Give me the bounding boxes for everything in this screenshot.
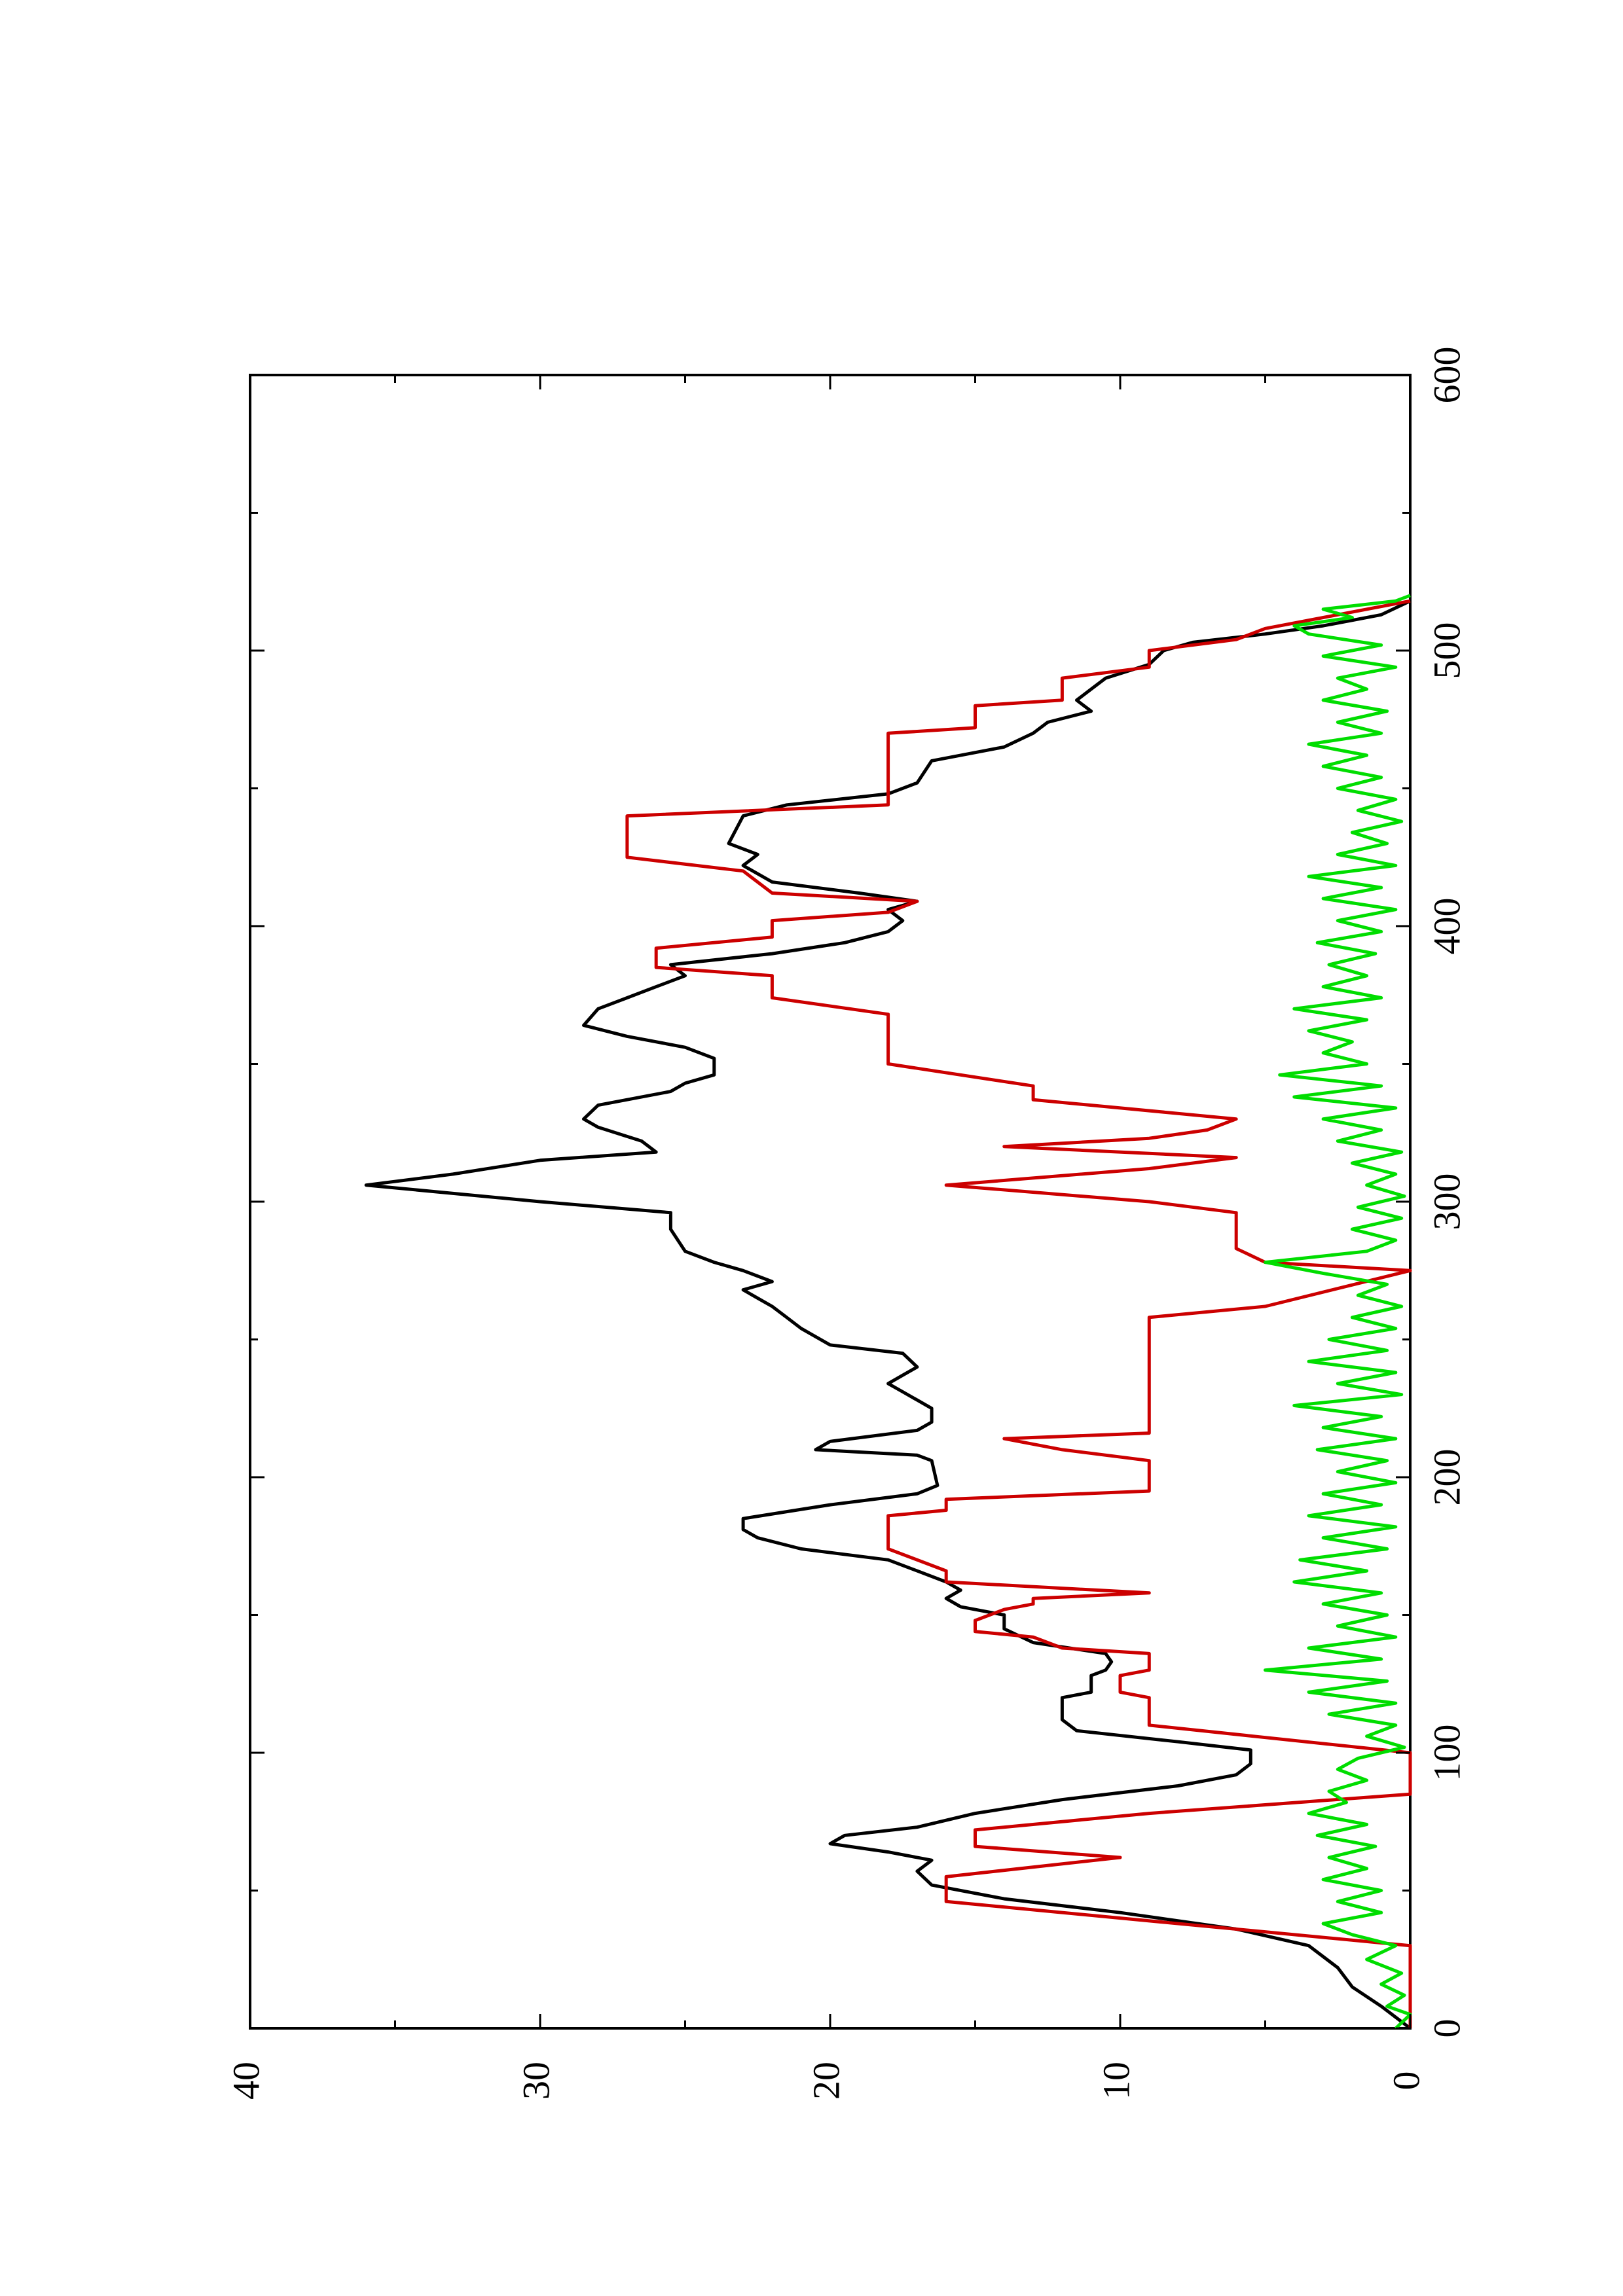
x-tick-label: 500 <box>1425 622 1468 679</box>
series-black-line <box>364 599 1412 2030</box>
y-tick-label: 40 <box>225 2062 267 2100</box>
y-tick-label: 10 <box>1095 2062 1137 2100</box>
y-tick-label: 0 <box>1385 2072 1427 2090</box>
y-tick-label: 30 <box>515 2062 557 2100</box>
x-tick-label: 600 <box>1425 347 1468 404</box>
x-tick-label: 300 <box>1425 1174 1468 1230</box>
x-tick-label: 0 <box>1425 2019 1468 2038</box>
tick-label-layer: 0 100 200 300 400 500 600 0 10 20 30 40 <box>225 347 1468 2100</box>
plot-area: 0 100 200 300 400 500 600 0 10 20 30 40 <box>225 347 1468 2100</box>
x-tick-label: 200 <box>1425 1449 1468 1506</box>
plot-frame <box>249 374 1412 2030</box>
x-tick-label: 100 <box>1425 1725 1468 1782</box>
series-green-line <box>1264 594 1412 2030</box>
series-layer <box>364 594 1412 2030</box>
series-red-line <box>625 599 1412 2028</box>
tick-layer <box>249 374 1412 2030</box>
x-tick-label: 400 <box>1425 898 1468 955</box>
y-tick-label: 20 <box>805 2062 847 2100</box>
